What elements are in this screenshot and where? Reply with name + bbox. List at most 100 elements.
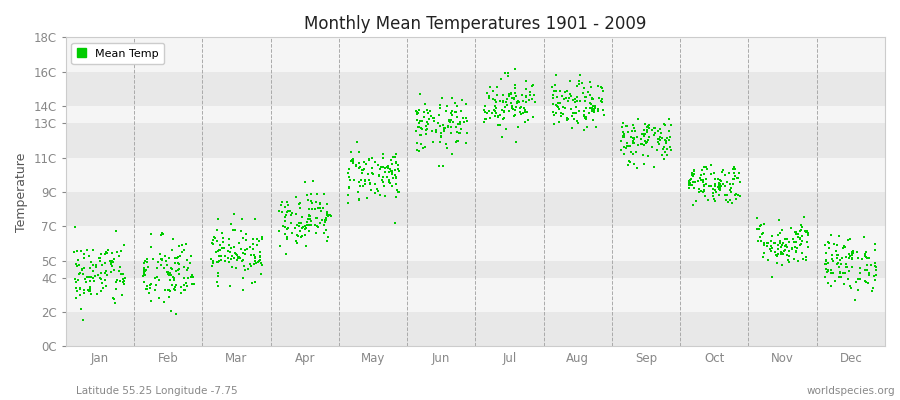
Point (425, 128, 439, 134)
Point (445, 112, 459, 118)
Point (712, 186, 726, 192)
Point (236, 286, 250, 293)
Point (378, 169, 392, 176)
Point (392, 168, 406, 174)
Point (445, 95, 459, 101)
Point (664, 122, 679, 128)
Point (519, 99, 534, 105)
Point (364, 187, 379, 194)
Point (115, 271, 130, 277)
Point (371, 188, 385, 194)
Point (706, 196, 721, 203)
Point (640, 126, 654, 133)
Point (595, 85, 609, 92)
Point (795, 238, 809, 244)
Point (839, 261, 853, 267)
Point (355, 170, 369, 176)
Point (95, 262, 110, 268)
Point (84, 290, 98, 297)
Point (74, 306, 88, 312)
Point (185, 281, 200, 287)
Point (660, 152, 674, 158)
Point (436, 121, 450, 128)
Point (388, 167, 402, 173)
Point (414, 124, 428, 131)
Point (697, 164, 711, 170)
Point (518, 94, 533, 100)
Point (590, 106, 605, 112)
Point (796, 214, 811, 220)
Point (256, 236, 270, 243)
Point (510, 98, 525, 105)
Point (376, 183, 391, 190)
Point (634, 141, 649, 147)
Point (757, 249, 771, 256)
Point (179, 241, 194, 248)
Point (624, 149, 638, 155)
Point (309, 229, 323, 236)
Point (764, 243, 778, 249)
Point (272, 208, 286, 214)
Point (341, 200, 356, 206)
Point (442, 119, 456, 126)
Point (164, 308, 178, 314)
Point (140, 266, 154, 273)
Point (391, 187, 405, 194)
Point (779, 244, 794, 250)
Point (841, 264, 855, 271)
Point (299, 225, 313, 232)
Point (313, 205, 328, 211)
Point (112, 264, 127, 270)
Point (575, 80, 590, 86)
Point (637, 127, 652, 134)
Point (586, 102, 600, 109)
Point (707, 182, 722, 189)
Point (342, 166, 356, 172)
Point (433, 102, 447, 108)
Point (644, 144, 659, 150)
Point (687, 168, 701, 174)
Point (168, 255, 183, 261)
Point (614, 147, 628, 153)
Point (460, 118, 474, 124)
Point (254, 260, 268, 266)
Point (412, 120, 427, 126)
Point (643, 125, 657, 132)
Point (412, 107, 427, 114)
Point (860, 262, 874, 268)
Point (497, 114, 511, 121)
Point (564, 125, 579, 132)
Point (482, 94, 496, 101)
Point (137, 279, 151, 285)
Point (110, 277, 124, 284)
Point (437, 124, 452, 131)
Point (545, 109, 560, 116)
Point (732, 170, 746, 176)
Point (626, 161, 641, 167)
Point (799, 228, 814, 234)
Point (414, 132, 428, 138)
Point (731, 191, 745, 198)
Point (362, 156, 376, 162)
Bar (66, 37, 885, 72)
Point (426, 115, 440, 122)
Point (547, 121, 562, 128)
Point (711, 184, 725, 190)
Point (799, 257, 814, 264)
Point (498, 70, 512, 76)
Point (794, 221, 808, 228)
Point (381, 165, 395, 171)
Point (76, 265, 91, 272)
Point (699, 176, 714, 183)
Point (626, 122, 641, 128)
Point (104, 258, 119, 264)
Point (441, 124, 455, 130)
Point (154, 261, 168, 268)
Point (169, 282, 184, 289)
Point (770, 260, 785, 266)
Point (382, 168, 396, 175)
Point (411, 124, 426, 131)
Point (376, 155, 391, 161)
Point (184, 272, 199, 278)
Point (304, 218, 319, 224)
